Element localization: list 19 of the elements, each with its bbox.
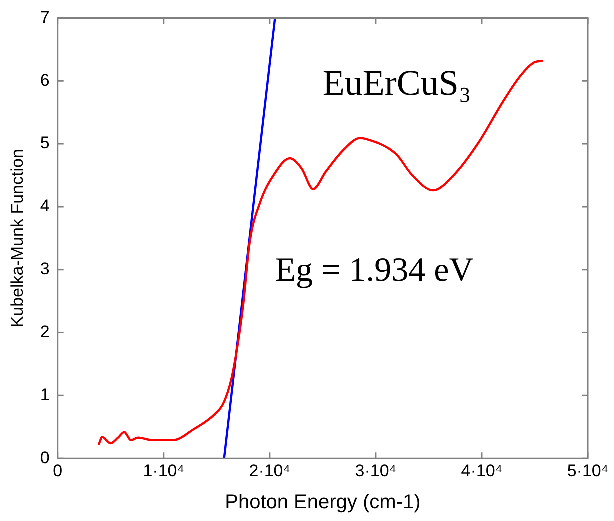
y-tick-label: 6 — [40, 70, 50, 90]
x-tick-label: 5·10⁴ — [567, 461, 609, 480]
y-axis-title: Kubelka-Munk Function — [8, 149, 27, 328]
y-tick-label: 4 — [40, 196, 50, 216]
x-axis-title: Photon Energy (cm-1) — [225, 492, 421, 514]
y-tick-label: 2 — [40, 322, 50, 342]
y-tick-label: 7 — [40, 8, 50, 27]
annotation: Eg = 1.934 eV — [275, 252, 474, 290]
y-tick-label: 5 — [40, 134, 50, 153]
y-tick-label: 1 — [40, 385, 50, 404]
x-tick-label: 4·10⁴ — [461, 461, 503, 480]
x-tick-label: 3·10⁴ — [355, 461, 397, 480]
x-tick-label: 0 — [53, 461, 63, 480]
line-series — [98, 60, 544, 446]
x-tick-label: 1·10⁴ — [143, 461, 185, 480]
annotation: EuErCuS₃ — [322, 62, 472, 104]
y-tick-label: 0 — [40, 448, 50, 468]
x-tick-label: 2·10⁴ — [249, 461, 291, 480]
y-tick-label: 3 — [40, 260, 50, 279]
